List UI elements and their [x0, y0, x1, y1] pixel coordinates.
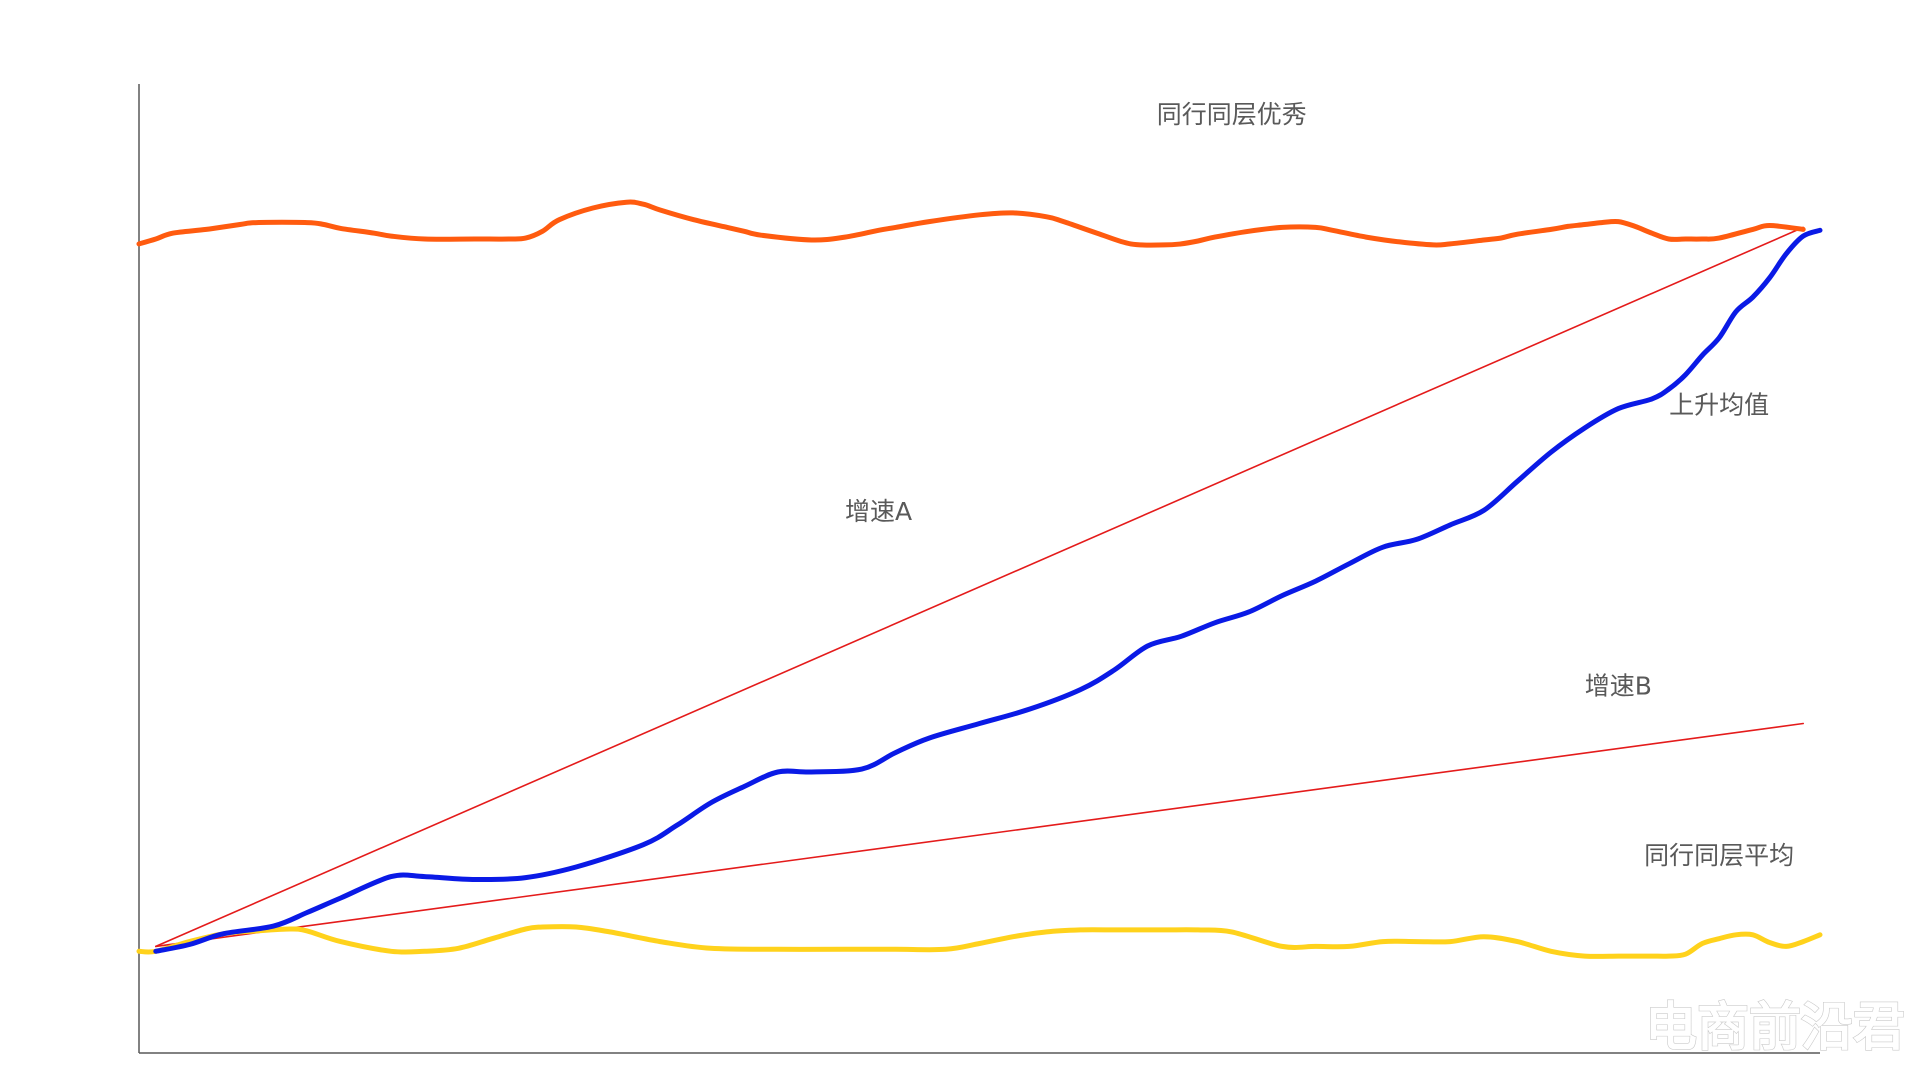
series-line-4: [155, 722, 1804, 948]
chart-axes: [138, 84, 1820, 1054]
annotation-label-2: 增速A: [845, 497, 912, 526]
series-layer: [136, 199, 1823, 959]
annotation-label-1: 上升均值: [1669, 391, 1769, 420]
series-line-3: [155, 226, 1804, 948]
annotation-label-4: 同行同层平均: [1644, 841, 1794, 870]
series-line-0: [136, 199, 1806, 248]
series-line-1: [153, 227, 1823, 954]
watermark-text: 电商前沿君: [1645, 998, 1905, 1058]
series-line-2: [136, 924, 1823, 959]
annotation-label-0: 同行同层优秀: [1157, 100, 1307, 129]
annotation-label-3: 增速B: [1585, 672, 1652, 701]
